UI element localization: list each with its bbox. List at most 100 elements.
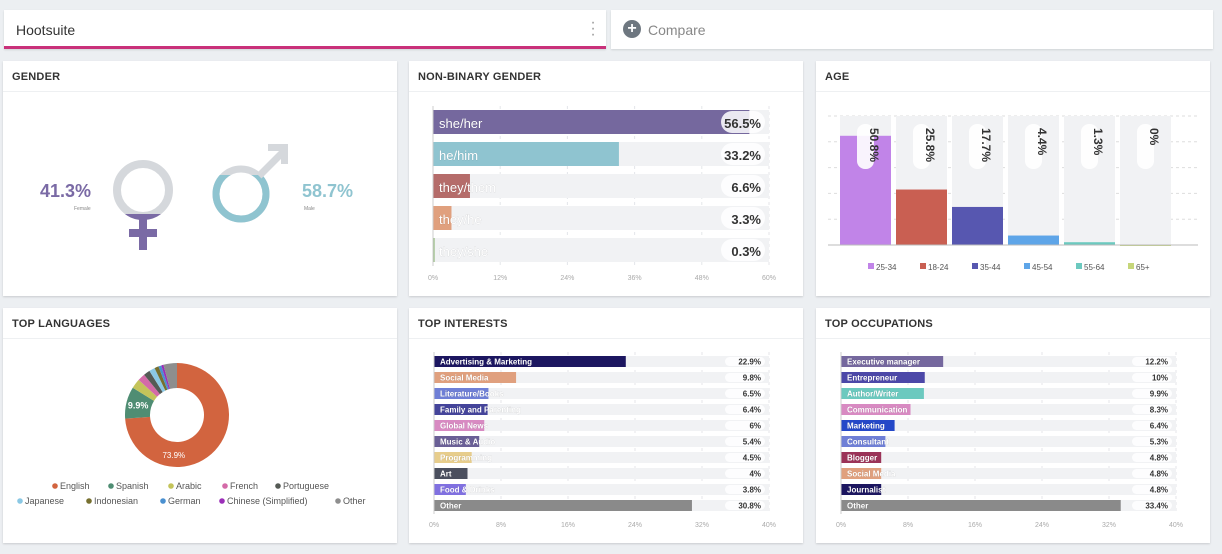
- bar-track: [434, 468, 769, 479]
- bar-track: [434, 420, 769, 431]
- legend-label: Other: [343, 496, 366, 506]
- male-symbol-icon: [212, 144, 288, 223]
- bar: [841, 452, 882, 463]
- legend-swatch: [275, 483, 281, 489]
- pie-slice: [149, 368, 166, 393]
- bar-track: [433, 174, 769, 198]
- legend-label: Arabic: [176, 481, 202, 491]
- non-binary-gender-card: NON-BINARY GENDER 0% 12% 24% 36% 48% 60% she/h…: [409, 61, 803, 296]
- bar-category-label: Food & Drinks: [440, 485, 495, 494]
- value-pill: [725, 453, 765, 462]
- bar-category-label: Literature/Books: [440, 389, 504, 398]
- value-pill: [1132, 389, 1172, 398]
- bar-value-label: 50.8%: [867, 128, 881, 162]
- tick-label: 60%: [762, 275, 776, 282]
- bar-value-label: 6.5%: [743, 389, 761, 398]
- bar-value-label: 10%: [1152, 373, 1168, 382]
- compare-button[interactable]: + Compare: [611, 10, 1213, 49]
- tick-label: 32%: [1102, 522, 1116, 529]
- bar-category-label: she/her: [439, 116, 483, 131]
- bar-value-label: 56.5%: [724, 116, 761, 131]
- card-title: TOP LANGUAGES: [3, 308, 397, 339]
- legend-swatch: [1076, 263, 1082, 269]
- top-interests-card: TOP INTERESTS 0% 8% 16% 24% 32% 40% Advertisin…: [409, 308, 803, 543]
- bar-value-label: 3.3%: [731, 212, 761, 227]
- legend-label: Portuguese: [283, 481, 329, 491]
- bar-category-label: Entrepreneur: [847, 373, 897, 382]
- value-pill: [725, 485, 765, 494]
- bar-value-label: 1.3%: [1091, 128, 1105, 156]
- bar-track: [841, 356, 1176, 367]
- bar-value-label: 6.4%: [1150, 421, 1168, 430]
- value-pill: [725, 405, 765, 414]
- value-pill: [721, 239, 765, 261]
- more-options-icon[interactable]: · · ·: [590, 14, 596, 43]
- bar-track: [841, 484, 1176, 495]
- value-pill: [1132, 485, 1172, 494]
- tick-label: 8%: [903, 522, 913, 529]
- tab-label: Hootsuite: [16, 22, 76, 38]
- pie-slice: [161, 364, 170, 390]
- male-percentage: 58.7%: [302, 181, 354, 201]
- bar-category-label: Other: [440, 501, 461, 510]
- bar: [1064, 242, 1115, 245]
- card-title: TOP INTERESTS: [409, 308, 803, 339]
- bar-track: [434, 404, 769, 415]
- bar-value-label: 22.9%: [738, 357, 761, 366]
- bar-track: [433, 238, 769, 262]
- legend-swatch: [108, 483, 114, 489]
- tick-label: 12%: [493, 275, 507, 282]
- bar-category-label: Executive manager: [847, 357, 920, 366]
- legend-swatch: [52, 483, 58, 489]
- languages-chart: 73.9% 9.9% English Spanish Arabic French Portu…: [17, 363, 366, 506]
- bar-value-label: 4.8%: [1150, 485, 1168, 494]
- legend-label: 65+: [1136, 263, 1150, 272]
- plus-circle-icon: +: [623, 20, 641, 38]
- bar-value-label: 8.3%: [1150, 405, 1168, 414]
- bar-value-label: 5.4%: [743, 437, 761, 446]
- bar-category-label: Global News: [440, 421, 489, 430]
- slice-label: 73.9%: [162, 451, 185, 460]
- bar-value-label: 5.3%: [1150, 437, 1168, 446]
- tick-label: 48%: [695, 275, 709, 282]
- legend-swatch: [168, 483, 174, 489]
- bar-category-label: Consultant: [847, 437, 889, 446]
- value-pill: [725, 421, 765, 430]
- legend-swatch: [86, 498, 92, 504]
- pie-slice: [125, 387, 155, 419]
- bar-value-label: 9.8%: [743, 373, 761, 382]
- bar: [841, 388, 924, 399]
- age-chart: 50.8% 25-34 25.8% 18-24 17.7% 35-44 4.4% 45-54 1…: [828, 115, 1198, 272]
- value-pill: [1132, 421, 1172, 430]
- value-pill: [1132, 469, 1172, 478]
- bar: [841, 372, 925, 383]
- bar-category-label: Communication: [847, 405, 908, 414]
- bar-value-label: 33.2%: [724, 148, 761, 163]
- bar: [434, 484, 466, 495]
- interests-chart: 0% 8% 16% 24% 32% 40% Advertising & Marketing 2…: [429, 352, 776, 529]
- female-symbol-icon: [113, 160, 173, 250]
- value-pill: [969, 124, 986, 169]
- gender-icons: [113, 144, 288, 250]
- pie-slice: [132, 379, 158, 401]
- legend-label: 35-44: [980, 263, 1001, 272]
- top-occupations-card: TOP OCCUPATIONS 0% 8% 16% 24% 32% 40% Executiv…: [816, 308, 1210, 543]
- pie-slice: [138, 374, 160, 397]
- compare-label: Compare: [648, 22, 706, 38]
- legend-label: Chinese (Simplified): [227, 496, 308, 506]
- bar-track: [434, 436, 769, 447]
- value-pill: [721, 175, 765, 197]
- bar: [841, 436, 886, 447]
- bar-category-label: Art: [440, 469, 452, 478]
- tick-label: 16%: [968, 522, 982, 529]
- bar-category-label: Other: [847, 501, 868, 510]
- card-title: TOP OCCUPATIONS: [816, 308, 1210, 339]
- card-title: NON-BINARY GENDER: [409, 61, 803, 92]
- tab-hootsuite[interactable]: Hootsuite · · ·: [4, 10, 606, 49]
- value-pill: [857, 124, 874, 169]
- value-pill: [1137, 124, 1154, 169]
- bar: [434, 500, 692, 511]
- value-pill: [1132, 357, 1172, 366]
- bar-track: [841, 452, 1176, 463]
- bar-category-label: Advertising & Marketing: [440, 357, 532, 366]
